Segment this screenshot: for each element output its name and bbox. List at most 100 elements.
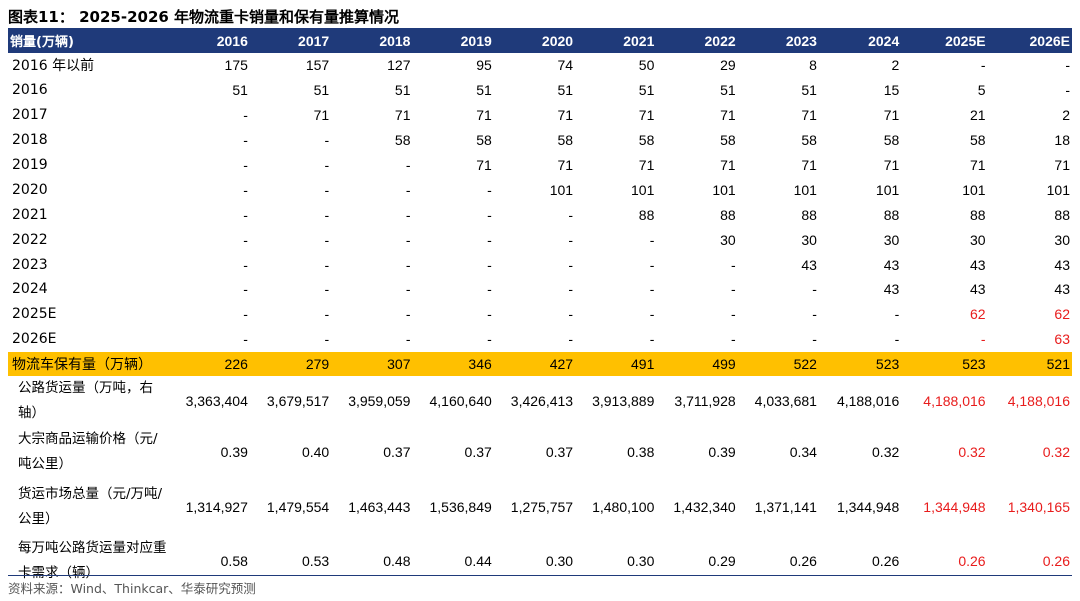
row-label: 公路货运量（万吨，右轴） [18,380,153,422]
value-cell: - [649,306,655,323]
value-cell: - [243,181,248,198]
value-cell: 3,363,404 [185,393,248,410]
value-cell: 51 [801,82,817,99]
fleet-total-row: 物流车保有量（万辆） 226 279 307 346 427 491 499 522 523 523… [8,351,1072,376]
value-cell: 43 [970,281,986,298]
value-cell: - [324,231,330,248]
value-cell: 4,160,640 [429,393,492,410]
value-cell: - [980,331,986,348]
value-cell: 0.39 [220,444,248,461]
value-cell: 71 [557,157,574,173]
value-cell: 51 [394,82,411,99]
value-cell: - [568,281,574,298]
value-cell: - [487,256,492,273]
value-cell: 101 [793,181,817,198]
sales-row: 2020 - - - - 101 101 101 101 101 101 101 [8,177,1072,202]
value-cell: 523 [962,355,986,372]
value-cell: - [324,281,330,298]
value-cell: - [405,181,411,198]
value-cell: 95 [476,57,492,74]
value-cell: 51 [638,82,655,99]
value-cell: 21 [970,107,986,124]
value-cell: - [243,281,248,298]
header-year-cell: 2026E [1029,32,1070,49]
value-cell: - [568,256,574,273]
value-cell: 71 [720,157,736,173]
value-cell: 1,344,948 [923,498,986,515]
value-cell: 58 [638,132,655,149]
value-cell: 3,711,928 [674,393,736,410]
value-cell: 3,679,517 [266,393,330,410]
value-cell: 43 [883,256,900,273]
value-cell: 0.32 [872,444,900,461]
value-cell: 71 [801,107,817,124]
value-cell: 0.26 [1042,553,1070,570]
value-cell: 4,188,016 [1007,393,1070,410]
value-cell: - [243,256,248,273]
value-cell: - [405,256,411,273]
value-cell: - [487,231,492,248]
value-cell: 71 [476,107,492,124]
value-cell: - [812,331,817,348]
value-cell: - [405,306,411,323]
sales-row: 2016 51 51 51 51 51 51 51 51 15 5 - [8,78,1072,103]
value-cell: 1,314,927 [185,498,248,515]
header-year-cell: 2018 [379,32,411,49]
metric-row: 大宗商品运输价格（元/吨公里） 0.39 0.40 0.37 0.37 0.37 0.38 0… [8,427,1072,478]
value-cell: 71 [394,107,411,124]
row-label: 2021 [12,206,48,223]
value-cell: 1,479,554 [266,498,330,515]
value-cell: 3,959,059 [348,393,411,410]
value-cell: 101 [712,181,736,198]
value-cell: - [568,306,574,323]
value-cell: - [487,331,492,348]
sales-row: 2025E - - - - - - - - - 62 62 [8,302,1072,327]
value-cell: 279 [305,355,330,372]
value-cell: 0.29 [708,553,736,570]
value-cell: 88 [720,206,736,223]
value-cell: 43 [801,256,817,273]
header-year-cell: 2020 [541,32,574,49]
value-cell: 1,344,948 [836,498,900,515]
value-cell: - [405,157,411,173]
value-cell: 0.26 [789,553,817,570]
value-cell: 63 [1054,331,1070,348]
value-cell: 88 [1054,206,1070,223]
value-cell: - [487,206,492,223]
value-cell: - [405,281,411,298]
row-label: 2020 [12,181,48,198]
value-cell: - [243,107,248,124]
value-cell: 0.37 [464,444,492,461]
header-year-cell: 2025E [945,32,986,49]
header-year-cell: 2023 [785,32,817,49]
value-cell: 175 [224,57,248,74]
value-cell: 88 [638,206,655,223]
header-row: 销量(万辆) 2016 2017 2018 2019 2020 2021 2022 2023 20… [8,28,1072,53]
value-cell: 71 [638,157,655,173]
value-cell: - [568,231,574,248]
row-label: 2018 [12,132,48,149]
value-cell: - [568,206,574,223]
sales-row: 2019 - - - 71 71 71 71 71 71 71 71 [8,153,1072,178]
value-cell: 71 [557,107,574,124]
value-cell: 5 [977,82,986,99]
value-cell: 0.40 [301,444,330,461]
value-cell: 0.37 [545,444,574,461]
value-cell: 15 [883,82,900,99]
row-label: 2023 [12,256,48,273]
value-cell: - [324,157,330,173]
value-cell: 51 [476,82,492,99]
value-cell: 4,033,681 [754,393,817,410]
value-cell: 1,536,849 [429,498,492,515]
value-cell: 2 [891,57,900,74]
value-cell: - [405,206,411,223]
value-cell: 101 [962,181,986,198]
value-cell: 499 [712,355,736,372]
value-cell: 1,275,757 [510,498,574,515]
value-cell: 1,463,443 [348,498,411,515]
value-cell: 58 [883,132,900,149]
value-cell: - [812,306,817,323]
value-cell: 1,480,100 [592,498,655,515]
value-cell: 0.26 [872,553,900,570]
row-label: 2026E [12,331,57,348]
